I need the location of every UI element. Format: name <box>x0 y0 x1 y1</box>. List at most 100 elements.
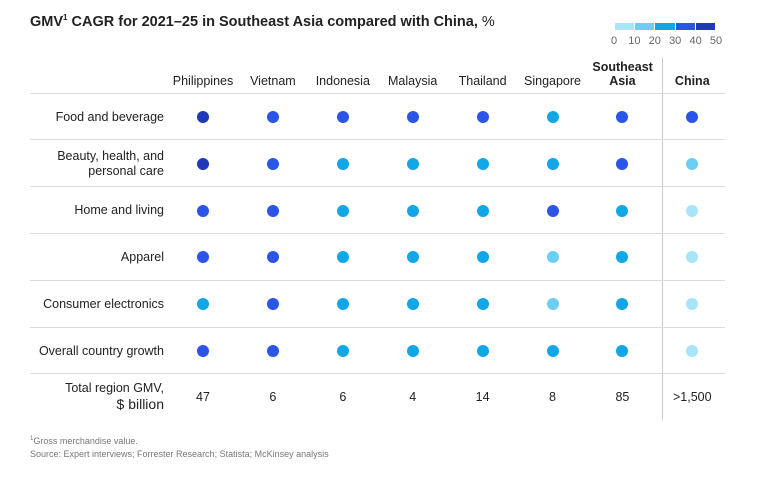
chart-title: GMV1 CAGR for 2021–25 in Southeast Asia … <box>30 13 495 30</box>
dot <box>406 204 419 217</box>
dot <box>406 298 419 311</box>
dot <box>616 298 629 311</box>
dot <box>476 345 489 357</box>
gmv-value: 6 <box>339 389 347 404</box>
dot <box>266 111 279 123</box>
dot <box>336 157 349 170</box>
gmv-unit: $ billion <box>116 395 164 412</box>
dot <box>476 251 489 264</box>
dot <box>616 251 629 264</box>
dot <box>546 204 559 217</box>
dot <box>266 251 279 264</box>
legend-tick-label: 30 <box>669 35 682 47</box>
dot <box>686 157 699 170</box>
dot <box>546 157 559 170</box>
dot <box>546 298 559 311</box>
legend-tick-label: 40 <box>689 35 702 47</box>
dot <box>686 204 699 217</box>
dot <box>336 111 349 123</box>
dot <box>546 345 559 357</box>
gmv-value: 85 <box>615 389 630 404</box>
legend-swatch <box>655 23 675 30</box>
row-separator <box>30 279 725 281</box>
row-separator <box>30 326 725 328</box>
dot <box>336 251 349 264</box>
gmv-label: Total region GMV, <box>65 380 164 395</box>
title-unit: % <box>477 13 495 30</box>
footnote: 1Gross merchandise value. <box>30 436 138 446</box>
dot <box>616 157 629 170</box>
column-header: Thailand <box>458 74 507 88</box>
dot <box>336 298 349 311</box>
dot <box>266 204 279 217</box>
dot <box>686 111 699 123</box>
footnote-text: Gross merchandise value. <box>33 436 138 446</box>
dot <box>197 111 209 123</box>
dot <box>686 298 699 311</box>
column-header: Singapore <box>524 74 581 88</box>
dot <box>197 204 209 217</box>
column-header: Vietnam <box>250 74 296 88</box>
gmv-value: 14 <box>475 389 490 404</box>
row-label: Food and beverage <box>55 109 164 124</box>
dot <box>686 345 699 357</box>
title-main: GMV <box>30 13 64 30</box>
dot <box>336 204 349 217</box>
dot <box>406 111 419 123</box>
legend-swatch <box>634 23 655 30</box>
dot <box>616 345 629 357</box>
legend-tick-label: 20 <box>648 35 661 47</box>
dot <box>476 157 489 170</box>
gmv-value: >1,500 <box>673 389 712 404</box>
dot <box>266 345 279 357</box>
row-separator <box>30 233 725 234</box>
row-label: Apparel <box>120 249 164 264</box>
dot <box>476 111 489 123</box>
dot <box>406 345 419 357</box>
row-separator <box>30 373 725 375</box>
dot <box>336 345 349 357</box>
column-header: China <box>674 74 710 88</box>
gmv-value: 4 <box>409 389 417 404</box>
dot <box>197 298 209 311</box>
row-label: Overall country growth <box>38 343 164 358</box>
gmv-value: 6 <box>269 389 277 404</box>
dot <box>197 345 209 357</box>
dot <box>266 157 279 170</box>
column-header: Malaysia <box>388 74 438 88</box>
dot <box>406 251 419 264</box>
dot <box>476 298 489 311</box>
row-separator <box>30 186 725 188</box>
gmv-value: 8 <box>549 389 556 404</box>
legend-tick-label: 0 <box>610 35 618 47</box>
legend-swatch <box>614 23 634 30</box>
column-header: Indonesia <box>315 74 370 88</box>
dot <box>266 298 279 311</box>
title-rest: CAGR for 2021–25 in Southeast Asia compa… <box>67 13 478 30</box>
source: Source: Expert interviews; Forrester Res… <box>30 449 329 459</box>
legend-swatch <box>696 23 716 30</box>
dot <box>616 111 629 123</box>
dot <box>476 204 489 217</box>
dot <box>406 157 419 170</box>
title-sup: 1 <box>63 13 68 22</box>
footnote-sup: 1 <box>30 436 34 442</box>
legend-swatch <box>675 23 696 30</box>
row-label: Home and living <box>74 203 164 218</box>
row-label: Beauty, health, and personal care <box>57 148 164 178</box>
dot <box>546 111 559 123</box>
gmv-value: 47 <box>196 389 210 404</box>
dot <box>686 251 699 264</box>
dot <box>197 157 209 170</box>
dot <box>616 204 629 217</box>
row-label: Consumer electronics <box>43 296 164 311</box>
row-separator <box>30 139 725 141</box>
column-header: Southeast Asia <box>592 60 653 88</box>
row-separator <box>30 92 725 94</box>
legend-tick-label: 50 <box>709 35 723 47</box>
divider <box>662 58 664 420</box>
dot <box>546 251 559 264</box>
legend-tick-label: 10 <box>628 35 641 47</box>
dot <box>197 251 209 264</box>
